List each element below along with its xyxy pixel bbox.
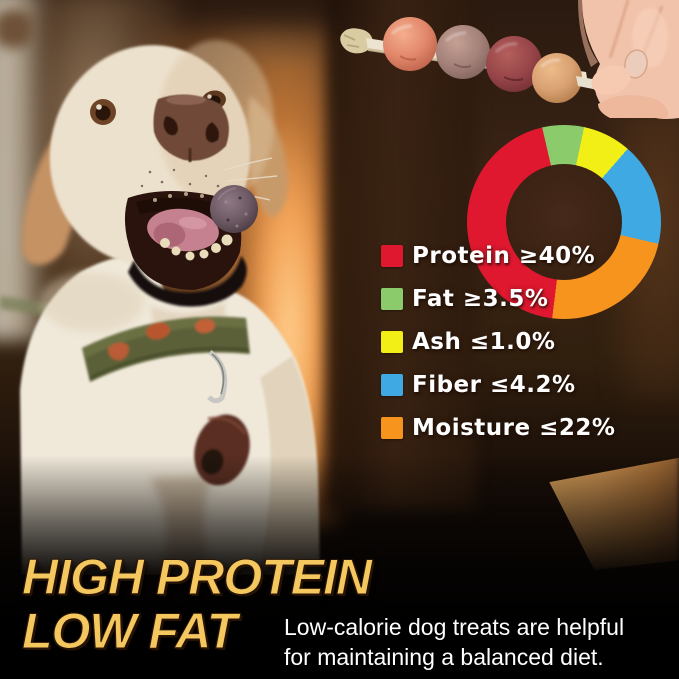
legend-swatch-ash xyxy=(381,331,403,353)
legend-item-fat: Fat ≥3.5% xyxy=(381,285,615,313)
treat-skewer-photo xyxy=(340,0,679,119)
treat-ball-tan xyxy=(532,53,582,103)
stick-chewed-end xyxy=(340,28,373,54)
tagline-line2: for maintaining a balanced diet. xyxy=(284,644,604,670)
headline: HIGH PROTEIN LOW FAT xyxy=(21,549,372,659)
legend-swatch-fat xyxy=(381,288,403,310)
dog-nose xyxy=(153,94,229,162)
fingertip xyxy=(591,65,631,95)
legend-item-ash: Ash ≤1.0% xyxy=(381,328,615,356)
dog-collar xyxy=(82,316,250,382)
dog-left-eye xyxy=(90,99,116,125)
collar-ring xyxy=(207,350,228,404)
donut-hole xyxy=(506,164,622,280)
legend-swatch-moisture xyxy=(381,417,403,439)
legend-swatch-fiber xyxy=(381,374,403,396)
treat-ball-salmon xyxy=(383,17,437,71)
legend-label: Fat ≥3.5% xyxy=(412,286,549,312)
legend-label: Ash ≤1.0% xyxy=(412,329,556,355)
nutrition-donut-chart xyxy=(467,125,661,319)
headline-line1: HIGH PROTEIN xyxy=(21,549,372,605)
background-bottom-fade xyxy=(0,455,679,679)
legend-swatch-protein xyxy=(381,245,403,267)
nutrition-legend: Protein ≥40% Fat ≥3.5% Ash ≤1.0% Fiber ≤… xyxy=(381,242,615,442)
treat-ball xyxy=(210,185,258,233)
legend-item-fiber: Fiber ≤4.2% xyxy=(381,371,615,399)
legend-label: Moisture ≤22% xyxy=(412,415,616,441)
thumb xyxy=(598,95,669,118)
fingernail xyxy=(624,49,648,79)
treat-ball-dark-red xyxy=(486,36,542,92)
teeth xyxy=(153,192,233,261)
legend-label: Fiber ≤4.2% xyxy=(412,372,576,398)
tagline: Low-calorie dog treats are helpful for m… xyxy=(284,612,624,672)
tagline-line1: Low-calorie dog treats are helpful xyxy=(284,614,625,640)
headline-line2: LOW FAT xyxy=(21,603,237,659)
treat-ball-mauve xyxy=(436,25,490,79)
legend-item-protein: Protein ≥40% xyxy=(381,242,615,270)
legend-label: Protein ≥40% xyxy=(412,243,596,269)
legend-item-moisture: Moisture ≤22% xyxy=(381,414,615,442)
hand xyxy=(578,0,679,119)
background-shelf-object xyxy=(0,10,34,48)
